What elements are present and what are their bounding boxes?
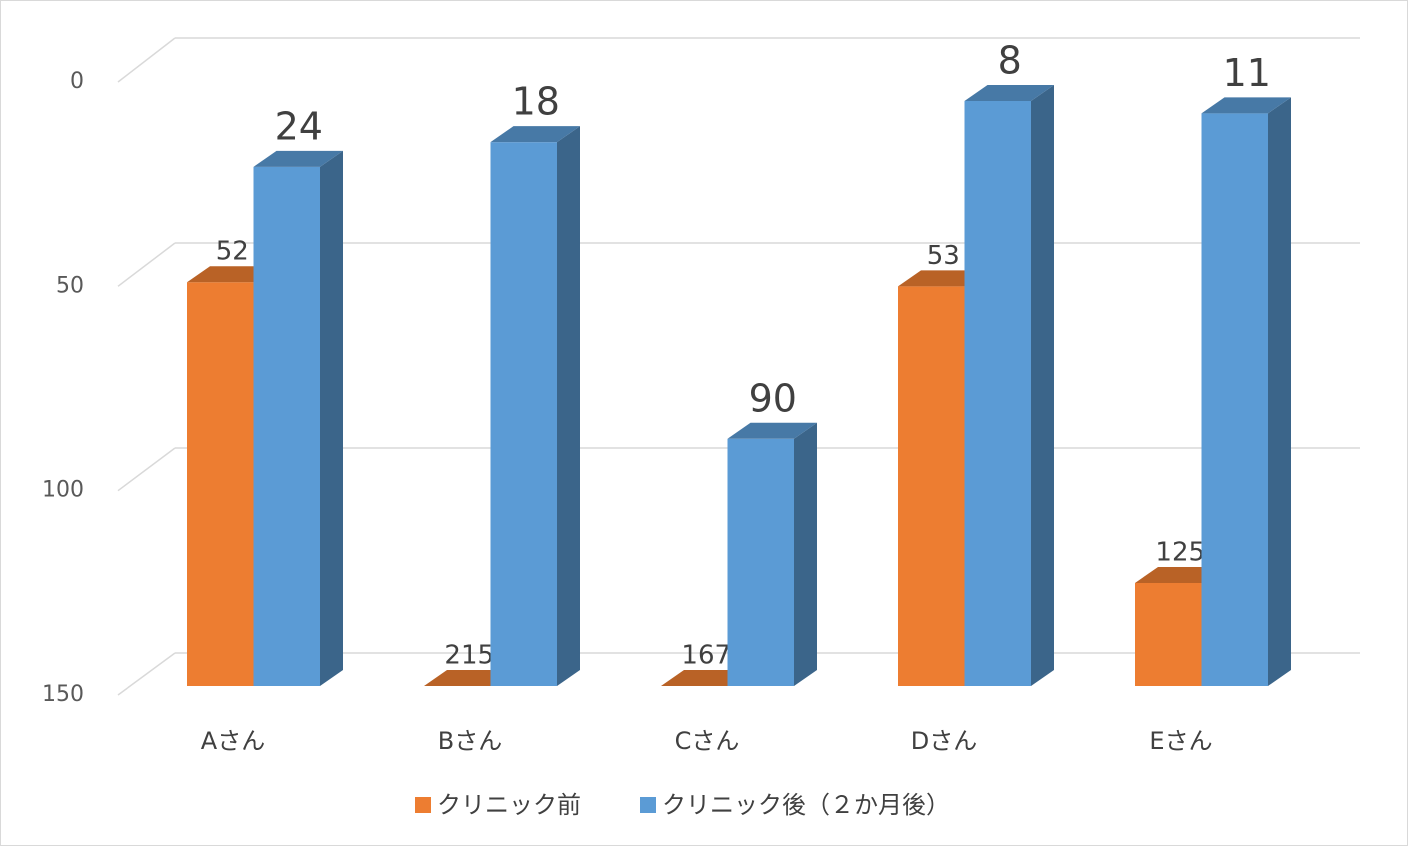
x-tick-label: Bさん: [438, 727, 502, 755]
bar: [253, 166, 320, 686]
data-label: 215: [444, 641, 494, 671]
data-label: 167: [681, 641, 731, 671]
y-tick-label: 100: [42, 478, 84, 503]
bar-side: [1268, 97, 1291, 686]
bar-side: [557, 126, 580, 686]
x-tick-label: Aさん: [201, 727, 265, 755]
data-label: 18: [512, 80, 560, 124]
bar: [490, 142, 557, 686]
data-label: 8: [998, 38, 1022, 82]
x-tick-label: Eさん: [1149, 727, 1212, 755]
grid-line-side: [117, 652, 176, 696]
grid-line-side: [117, 242, 176, 287]
bar: [1201, 113, 1268, 686]
grid-line-side: [117, 37, 176, 83]
bar: [964, 100, 1031, 686]
legend-label: クリニック前: [437, 791, 581, 819]
bar-top: [964, 84, 1054, 101]
x-tick-label: Dさん: [911, 727, 977, 755]
data-label: 53: [927, 241, 960, 271]
x-tick-label: Cさん: [675, 727, 740, 755]
bar: [187, 282, 254, 686]
bar-top: [490, 126, 580, 143]
bar-top: [727, 422, 817, 439]
data-label: 24: [275, 104, 323, 148]
bar: [898, 286, 965, 686]
bar-side: [1031, 84, 1054, 686]
bar-top: [1201, 97, 1291, 114]
legend-swatch: [640, 797, 656, 813]
data-label: 125: [1155, 538, 1205, 568]
grid-line-side: [117, 447, 176, 492]
data-label: 90: [749, 376, 797, 420]
bar-side: [320, 150, 343, 686]
y-tick-label: 0: [70, 69, 84, 94]
y-tick-label: 50: [56, 273, 84, 298]
bar-top: [253, 150, 343, 167]
bar: [1135, 583, 1202, 686]
legend-label: クリニック後（２か月後）: [662, 791, 950, 819]
bar: [727, 438, 794, 686]
data-label: 52: [216, 237, 249, 267]
legend-swatch: [415, 797, 431, 813]
data-label: 11: [1223, 51, 1271, 95]
bar-side: [794, 422, 817, 686]
y-tick-label: 150: [42, 682, 84, 707]
